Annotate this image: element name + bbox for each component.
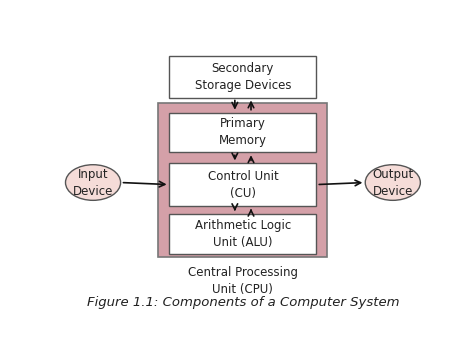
Text: Input
Device: Input Device [73,168,113,198]
Text: Secondary
Storage Devices: Secondary Storage Devices [195,62,291,92]
FancyBboxPatch shape [169,163,316,206]
FancyBboxPatch shape [158,103,328,257]
FancyBboxPatch shape [169,214,316,254]
Text: Output
Device: Output Device [372,168,413,198]
Ellipse shape [365,165,420,200]
Ellipse shape [65,165,120,200]
Text: Central Processing
Unit (CPU): Central Processing Unit (CPU) [188,266,298,296]
Text: Arithmetic Logic
Unit (ALU): Arithmetic Logic Unit (ALU) [195,219,291,249]
FancyBboxPatch shape [169,56,316,98]
Text: Control Unit
(CU): Control Unit (CU) [208,169,278,200]
FancyBboxPatch shape [169,112,316,152]
Text: Figure 1.1: Components of a Computer System: Figure 1.1: Components of a Computer Sys… [87,295,399,309]
Text: Primary
Memory: Primary Memory [219,117,267,147]
